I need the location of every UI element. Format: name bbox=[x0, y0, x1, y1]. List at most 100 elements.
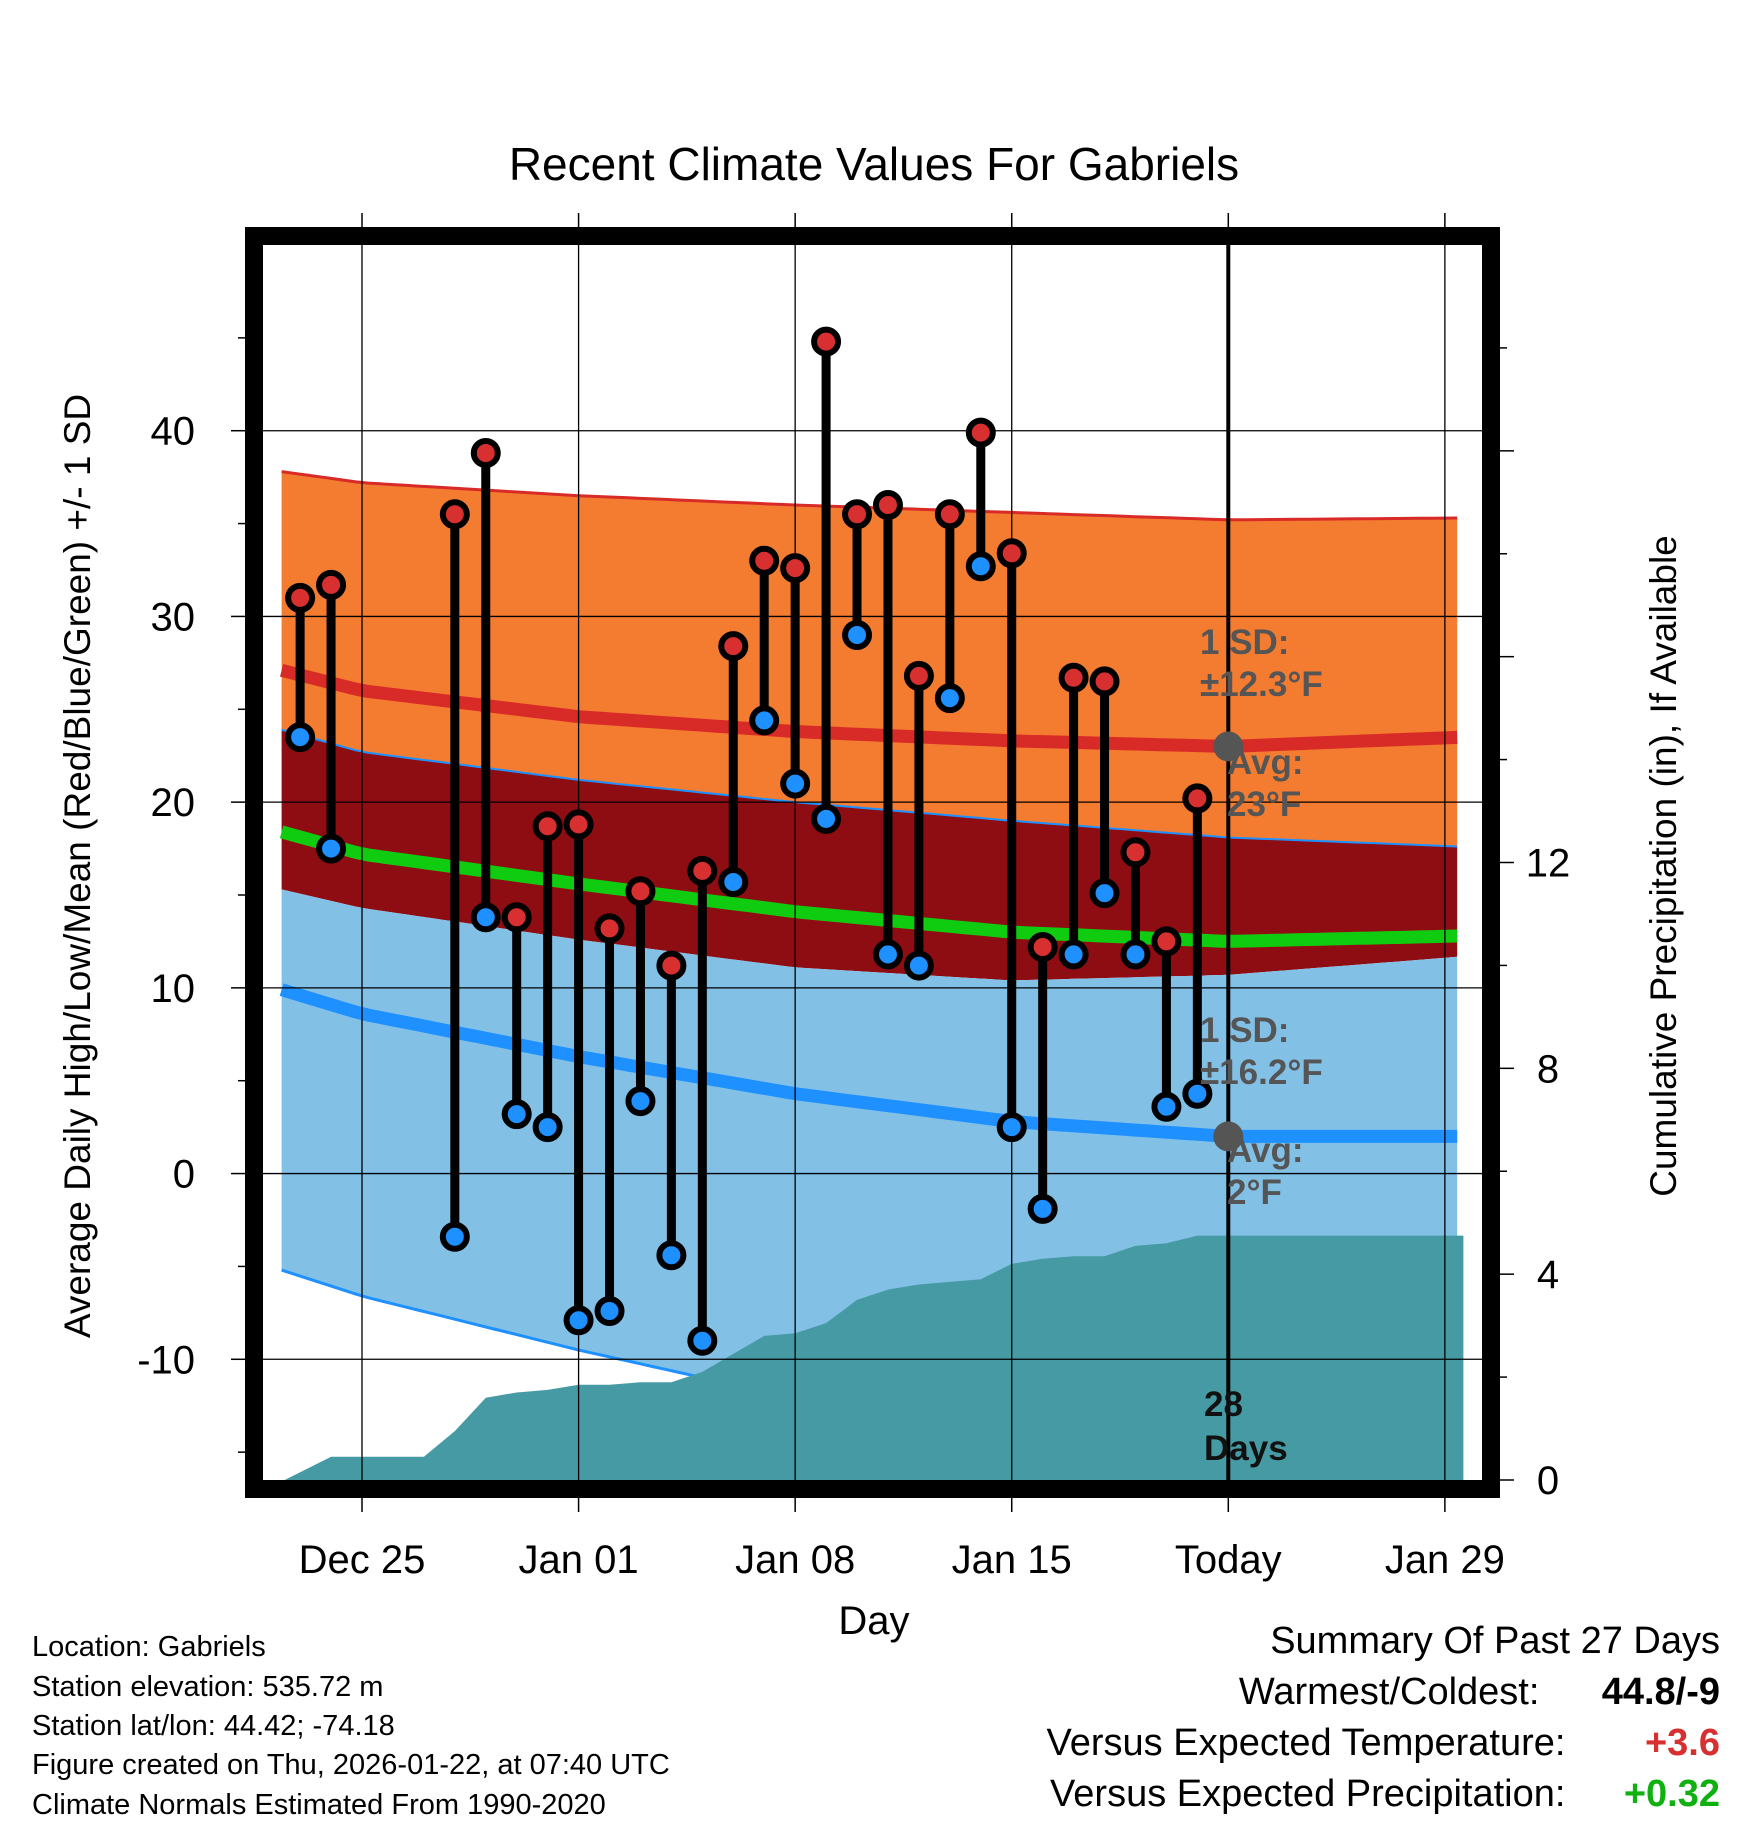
daily-low-point bbox=[316, 833, 347, 864]
x-tick-label: Today bbox=[1175, 1538, 1282, 1582]
daily-high-point bbox=[1089, 666, 1120, 697]
daily-low-point bbox=[842, 620, 873, 650]
daily-low-point bbox=[903, 950, 934, 981]
plot-frame bbox=[245, 227, 1500, 1498]
daily-high-point bbox=[1182, 783, 1213, 814]
summary-warmest-value: 44.8/-9 bbox=[1601, 1671, 1720, 1713]
days-count-word: Days bbox=[1204, 1429, 1288, 1468]
y2-tick-label: 4 bbox=[1537, 1253, 1559, 1297]
daily-high-point bbox=[934, 499, 965, 530]
daily-low-point bbox=[934, 683, 965, 714]
daily-high-point bbox=[594, 913, 625, 944]
footer-latlon: Station lat/lon: 44.42; -74.18 bbox=[32, 1710, 395, 1742]
normal-high-sd-band bbox=[281, 471, 1458, 847]
daily-high-point bbox=[532, 811, 563, 842]
summary-temp-label: Versus Expected Temperature: bbox=[1046, 1722, 1566, 1764]
daily-high-point bbox=[687, 855, 718, 886]
daily-high-point bbox=[749, 545, 780, 576]
average-marker bbox=[1213, 1121, 1244, 1152]
footer-elevation: Station elevation: 535.72 m bbox=[32, 1671, 384, 1703]
daily-low-point bbox=[501, 1099, 532, 1130]
high-sd-label: 1 SD: bbox=[1200, 623, 1289, 662]
daily-high-point bbox=[811, 326, 842, 357]
low-sd-label: 1 SD: bbox=[1200, 1011, 1289, 1050]
daily-high-point bbox=[563, 809, 594, 840]
y2-axis-label: Cumulative Precipitation (in), If Availa… bbox=[1643, 535, 1684, 1197]
summary-precip-label: Versus Expected Precipitation: bbox=[1050, 1773, 1566, 1815]
footer-created: Figure created on Thu, 2026-01-22, at 07… bbox=[32, 1749, 670, 1781]
y2-tick-label: 8 bbox=[1537, 1047, 1559, 1091]
chart-title: Recent Climate Values For Gabriels bbox=[509, 138, 1239, 190]
daily-high-point bbox=[903, 660, 934, 691]
daily-high-point bbox=[872, 490, 903, 520]
daily-low-point bbox=[872, 939, 903, 970]
precipitation-area bbox=[284, 1235, 1464, 1480]
summary-temp-value: +3.6 bbox=[1644, 1722, 1720, 1764]
footer-normals: Climate Normals Estimated From 1990-2020 bbox=[32, 1789, 606, 1821]
summary-title: Summary Of Past 27 Days bbox=[1270, 1620, 1720, 1662]
low-avg-label: Avg: bbox=[1227, 1131, 1303, 1170]
x-tick-label: Jan 15 bbox=[952, 1538, 1072, 1582]
daily-low-point bbox=[470, 902, 501, 933]
daily-high-point bbox=[625, 876, 656, 907]
high-avg-value: 23°F bbox=[1227, 785, 1301, 824]
daily-low-point bbox=[594, 1296, 625, 1326]
daily-low-point bbox=[811, 803, 842, 834]
daily-low-point bbox=[1089, 878, 1120, 909]
x-tick-label: Jan 01 bbox=[519, 1538, 639, 1582]
daily-high-point bbox=[780, 553, 811, 584]
daily-low-point bbox=[687, 1325, 718, 1356]
daily-high-point bbox=[439, 499, 470, 530]
x-tick-label: Jan 29 bbox=[1385, 1538, 1505, 1582]
daily-low-point bbox=[1151, 1091, 1182, 1122]
y2-tick-label: 0 bbox=[1537, 1459, 1559, 1503]
x-tick-label: Jan 08 bbox=[735, 1538, 855, 1582]
daily-low-point bbox=[996, 1112, 1027, 1143]
low-sd-value: ±16.2°F bbox=[1200, 1053, 1323, 1092]
daily-low-point bbox=[285, 722, 316, 753]
y-tick-label: 0 bbox=[173, 1153, 195, 1197]
daily-low-point bbox=[1120, 939, 1151, 970]
normal-low-line bbox=[279, 983, 1458, 1143]
daily-high-point bbox=[316, 569, 347, 600]
y2-tick-label: 12 bbox=[1526, 842, 1571, 886]
daily-high-point bbox=[1058, 662, 1089, 693]
daily-high-point bbox=[1151, 926, 1182, 957]
daily-low-point bbox=[749, 705, 780, 736]
summary-warmest-label: Warmest/Coldest: bbox=[1238, 1671, 1540, 1713]
daily-high-point bbox=[470, 438, 501, 468]
low-avg-value: 2°F bbox=[1227, 1173, 1282, 1212]
daily-high-point bbox=[718, 631, 749, 662]
daily-low-point bbox=[625, 1086, 656, 1117]
daily-low-point bbox=[1182, 1078, 1213, 1109]
high-avg-label: Avg: bbox=[1227, 743, 1303, 782]
days-count-number: 28 bbox=[1204, 1385, 1243, 1424]
normal-high-lower-edge bbox=[281, 728, 1458, 848]
daily-high-point bbox=[1120, 837, 1151, 868]
daily-low-point bbox=[1027, 1193, 1058, 1224]
daily-high-point bbox=[1027, 932, 1058, 962]
daily-high-point bbox=[965, 417, 996, 448]
daily-low-point bbox=[718, 867, 749, 897]
daily-high-point bbox=[501, 902, 532, 933]
daily-high-point bbox=[842, 499, 873, 530]
daily-low-point bbox=[780, 768, 811, 799]
footer-location: Location: Gabriels bbox=[32, 1631, 266, 1663]
daily-low-point bbox=[656, 1240, 687, 1271]
y-tick-label: 30 bbox=[151, 595, 196, 639]
daily-low-point bbox=[563, 1305, 594, 1336]
daily-low-point bbox=[1058, 939, 1089, 970]
x-axis-label: Day bbox=[838, 1599, 909, 1643]
y-tick-label: 20 bbox=[151, 781, 196, 825]
x-tick-label: Dec 25 bbox=[299, 1538, 426, 1582]
normal-mean-line bbox=[279, 825, 1458, 948]
y-axis-label: Average Daily High/Low/Mean (Red/Blue/Gr… bbox=[57, 394, 98, 1338]
summary-precip-row: Versus Expected Precipitation: +0.32 bbox=[1050, 1773, 1720, 1816]
summary-warmest-row: Warmest/Coldest: 44.8/-9 bbox=[1239, 1671, 1720, 1714]
y-tick-label: 40 bbox=[151, 410, 196, 454]
y-tick-label: 10 bbox=[151, 967, 196, 1011]
normal-high-line bbox=[280, 663, 1458, 753]
daily-high-point bbox=[285, 582, 316, 613]
summary-temp-row: Versus Expected Temperature: +3.6 bbox=[1047, 1722, 1720, 1765]
